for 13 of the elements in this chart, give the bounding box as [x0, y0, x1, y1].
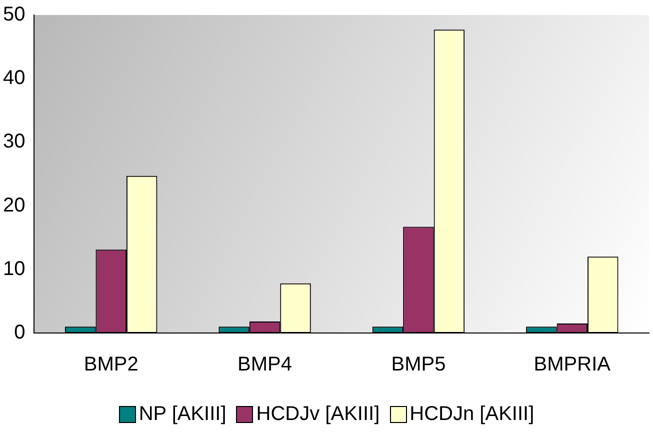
- y-tick-label: 20: [2, 194, 26, 216]
- legend-label: HCDJn [AKIII]: [410, 403, 534, 426]
- x-tick-label: BMP2: [84, 354, 138, 376]
- y-tick-label: 30: [2, 130, 26, 153]
- y-tick-label: 50: [2, 4, 26, 26]
- x-tick-label: BMPRIA: [534, 354, 612, 376]
- y-tick-label: 10: [2, 258, 26, 280]
- legend-label: HCDJv [AKIII]: [256, 403, 380, 426]
- legend-label: NP [AKIII]: [138, 403, 226, 426]
- x-tick-label: BMP4: [238, 354, 292, 376]
- y-tick-label: 0: [14, 322, 26, 344]
- x-tick-label: BMP5: [391, 354, 446, 376]
- y-tick-label: 40: [2, 67, 26, 90]
